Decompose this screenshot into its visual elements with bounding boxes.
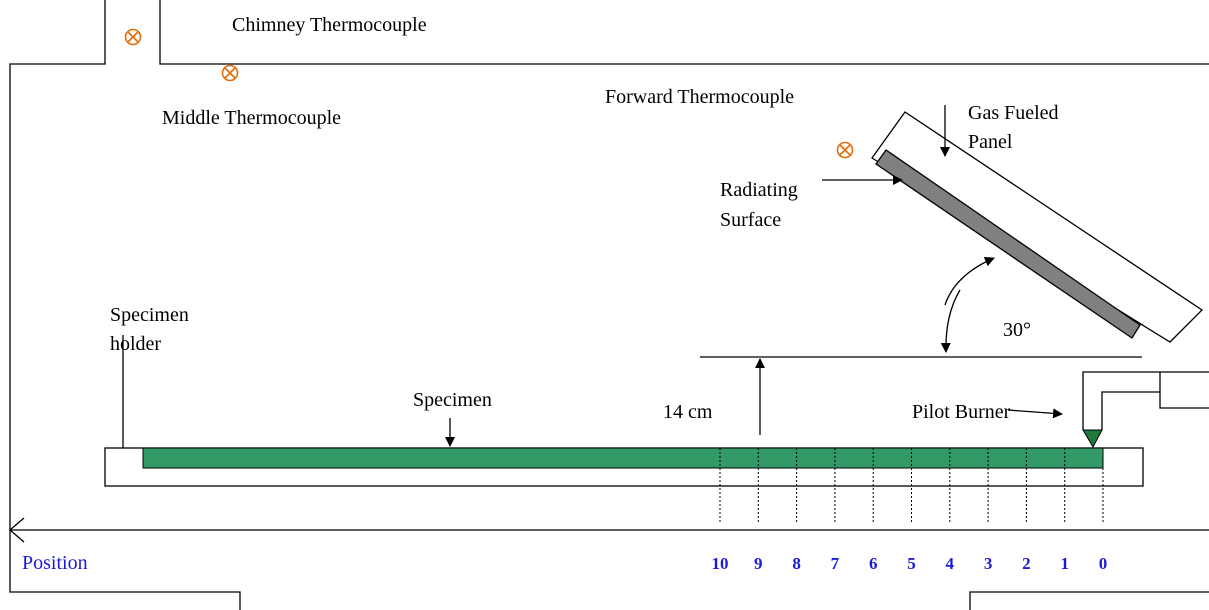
position-label: 0 [1099,554,1108,573]
label: holder [110,333,161,355]
label: Forward Thermocouple [605,86,794,108]
arrows [118,105,1063,469]
label: 30° [1003,319,1031,341]
label: Panel [968,131,1013,153]
pilot-burner [1082,371,1209,430]
panel [871,111,1204,343]
label: Specimen [413,389,492,411]
thermocouple [124,28,142,46]
pilot-flame [1082,429,1103,449]
position-label: 2 [1022,554,1031,573]
thermocouple [836,141,854,159]
position-label: 3 [984,554,993,573]
position-label: 8 [792,554,801,573]
label: Pilot Burner [912,401,1011,423]
label: Surface [720,209,781,231]
label: Middle Thermocouple [162,107,341,129]
radiating-surface [875,149,1141,339]
position-label: 9 [754,554,763,573]
position-label: 5 [907,554,916,573]
thermocouple [221,64,239,82]
label: Position [22,552,88,574]
position-label: 6 [869,554,878,573]
chamber [9,0,1209,610]
label: Specimen [110,304,189,326]
position-label: 4 [946,554,955,573]
position-label: 7 [831,554,840,573]
specimen [142,447,1104,469]
label: Radiating [720,179,798,201]
label: Gas Fueled [968,102,1059,124]
position-label: 10 [712,554,729,573]
position-label: 1 [1060,554,1069,573]
label: Chimney Thermocouple [232,14,427,36]
label: 14 cm [663,401,713,423]
